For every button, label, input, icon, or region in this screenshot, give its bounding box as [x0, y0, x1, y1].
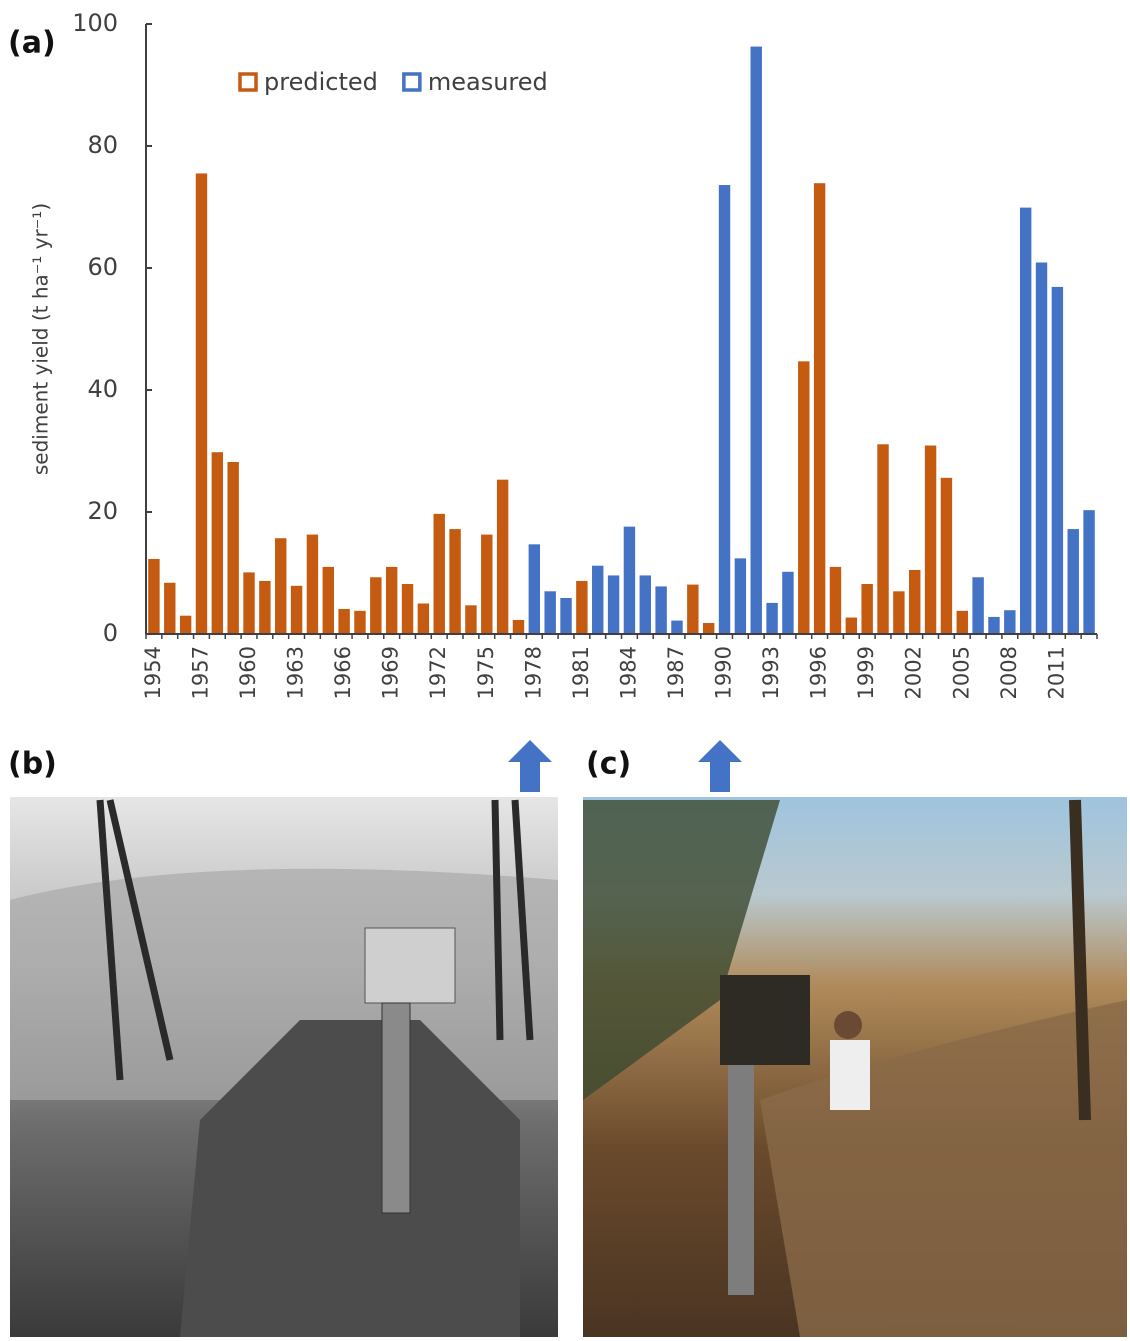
x-tick-label: 1975: [474, 646, 498, 699]
bar: [893, 591, 905, 634]
bar: [655, 586, 667, 634]
bar: [528, 544, 541, 634]
bar: [481, 534, 493, 634]
bar: [1067, 529, 1079, 634]
arrow: [508, 740, 552, 792]
bar: [496, 479, 509, 634]
bar: [829, 566, 842, 634]
arrow: [698, 740, 742, 792]
bar: [718, 185, 731, 635]
bar: [322, 566, 334, 634]
bar: [259, 580, 271, 634]
bar: [449, 529, 461, 634]
legend-label: measured: [428, 68, 548, 96]
bar: [845, 617, 858, 634]
bar: [148, 558, 160, 634]
x-tick-label: 1972: [426, 646, 450, 699]
bar: [861, 583, 873, 634]
bar: [401, 583, 414, 634]
x-tick-label: 1981: [569, 646, 593, 699]
x-tick-label: 2005: [949, 646, 973, 699]
bar: [195, 173, 208, 634]
panel-label: (c): [586, 747, 631, 782]
bar: [623, 526, 636, 634]
y-tick-label: 60: [87, 253, 118, 281]
bar: [734, 558, 747, 634]
y-axis-label: sediment yield (t ha⁻¹ yr⁻¹): [29, 203, 53, 475]
bar: [385, 566, 398, 634]
bar: [671, 620, 683, 634]
x-tick-label: 1960: [236, 646, 260, 699]
x-tick-label: 1984: [616, 646, 640, 699]
bar: [940, 477, 953, 634]
bar: [988, 616, 1000, 634]
panel-label: (a): [8, 26, 56, 61]
bar: [766, 602, 778, 634]
x-tick-label: 1999: [854, 646, 878, 699]
y-tick-label: 100: [72, 9, 118, 37]
bar: [370, 577, 382, 634]
bar: [433, 513, 445, 634]
bar: [607, 575, 620, 634]
bar: [306, 534, 319, 634]
bar: [354, 610, 366, 634]
bar: [544, 591, 556, 634]
y-tick-label: 40: [87, 375, 118, 403]
legend-swatch: [238, 72, 258, 92]
bar: [639, 575, 651, 634]
x-tick-label: 2011: [1044, 646, 1068, 699]
x-tick-label: 1954: [141, 646, 165, 699]
bar: [702, 623, 715, 634]
photo-c: [583, 797, 1127, 1337]
x-tick-label: 1990: [712, 646, 736, 699]
bar: [275, 538, 287, 634]
bar: [1004, 610, 1016, 634]
bar: [782, 571, 794, 634]
bar: [227, 461, 239, 634]
bar: [972, 577, 984, 634]
bar: [417, 603, 430, 634]
y-tick-label: 80: [87, 131, 118, 159]
legend-label: predicted: [264, 68, 378, 96]
bar: [243, 572, 255, 634]
bar: [211, 452, 224, 634]
bar: [164, 582, 176, 634]
x-tick-label: 1978: [521, 646, 545, 699]
y-tick-label: 0: [103, 619, 118, 647]
x-tick-label: 1993: [759, 646, 783, 699]
x-tick-label: 1957: [188, 646, 212, 699]
x-tick-label: 1963: [284, 646, 308, 699]
bar: [560, 598, 572, 634]
y-tick-label: 20: [87, 497, 118, 525]
bar: [338, 608, 350, 634]
panel-label: (b): [8, 747, 57, 782]
x-tick-label: 2008: [997, 646, 1021, 699]
bar: [687, 584, 699, 634]
bar: [179, 615, 192, 634]
legend-swatch: [402, 72, 422, 92]
bar: [1051, 286, 1064, 634]
x-tick-label: 1987: [664, 646, 688, 699]
bar: [750, 46, 762, 634]
x-tick-label: 1969: [379, 646, 403, 699]
bar: [924, 445, 937, 634]
bar: [909, 569, 921, 634]
bar: [512, 619, 525, 634]
bar: [1035, 262, 1048, 634]
bar: [290, 585, 303, 634]
bar: [956, 610, 968, 634]
bar: [813, 183, 826, 634]
bar: [592, 565, 604, 634]
x-tick-label: 1966: [331, 646, 355, 699]
bar: [576, 580, 588, 634]
bar: [798, 361, 810, 634]
bar: [1019, 207, 1032, 635]
x-tick-label: 2002: [902, 646, 926, 699]
photo-b: [10, 797, 558, 1337]
x-tick-label: 1996: [807, 646, 831, 699]
bar: [1083, 510, 1095, 634]
bar: [877, 444, 889, 634]
bar: [465, 605, 477, 634]
